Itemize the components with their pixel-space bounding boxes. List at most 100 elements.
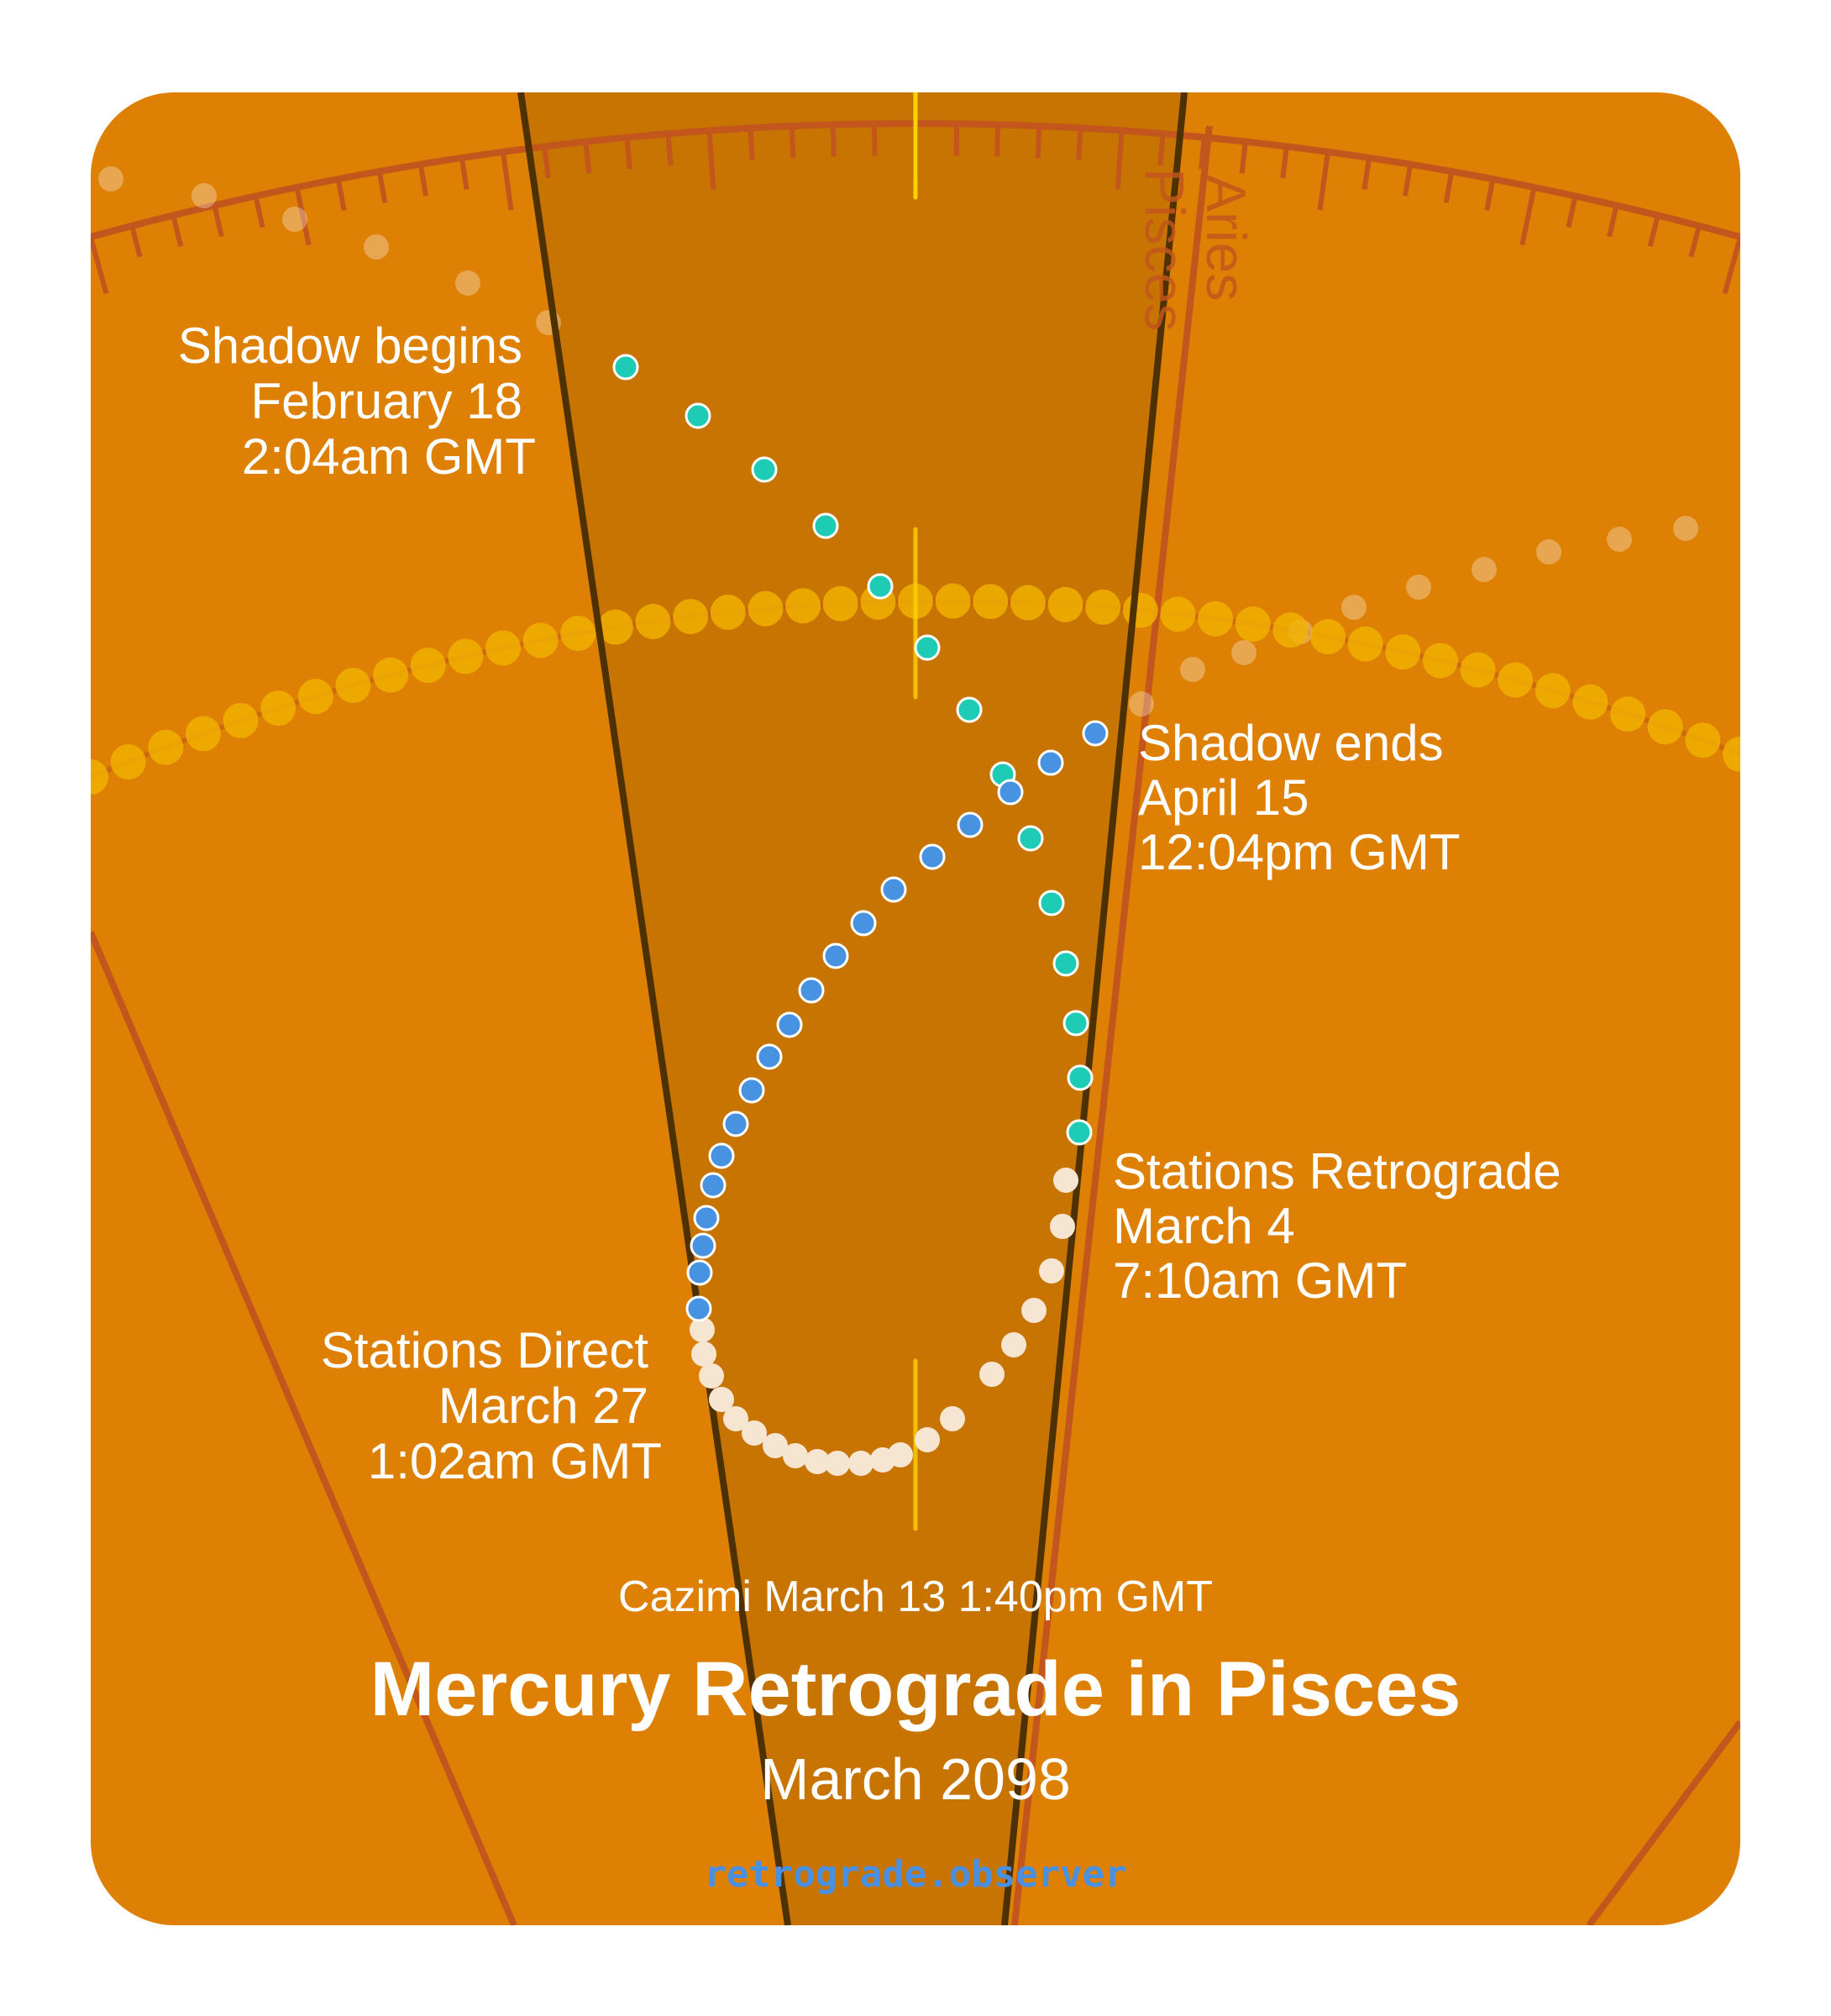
retrograde-dot — [691, 1341, 716, 1367]
scale-tick — [830, 124, 837, 157]
sun-dot — [1122, 592, 1158, 628]
event-date: April 15 — [1138, 769, 1309, 826]
sun-dot — [1198, 601, 1234, 637]
sun-dot — [1498, 662, 1534, 698]
event-time: 12:04pm GMT — [1138, 824, 1460, 880]
faint-dot — [1536, 539, 1561, 564]
sun-dot — [1047, 586, 1083, 622]
sun-dot — [1647, 709, 1683, 745]
sun-dot — [673, 598, 709, 634]
pre-shadow-dot — [812, 512, 839, 539]
event-time: 2:04am GMT — [242, 428, 536, 485]
scale-tick — [1403, 164, 1414, 197]
scale-tick — [871, 123, 878, 156]
faint-dot — [1231, 640, 1257, 665]
sun-dot — [1160, 596, 1196, 633]
scale-tick — [706, 130, 716, 190]
page-subtitle: March 2098 — [760, 1746, 1071, 1812]
sign-boundary-line — [1586, 1719, 1740, 1925]
post-shadow-dot — [850, 910, 877, 937]
retrograde-dot — [1050, 1214, 1075, 1239]
sun-dot — [185, 716, 221, 752]
scale-tick — [542, 145, 551, 179]
pre-shadow-dot — [751, 456, 778, 483]
post-shadow-dot — [722, 1110, 749, 1137]
sun-dot — [1460, 652, 1496, 688]
sign-boundary-line — [1011, 125, 1213, 1925]
sun-dot — [1685, 722, 1721, 759]
event-date: February 18 — [251, 373, 523, 429]
scale-tick — [501, 151, 514, 211]
sun-dot — [223, 702, 259, 738]
event-date: March 4 — [1113, 1198, 1295, 1254]
pre-shadow-dot — [685, 402, 711, 429]
sun-dot — [597, 609, 633, 645]
faint-dot — [282, 207, 307, 232]
shadow-edge-line — [1001, 92, 1188, 1925]
sun-dot — [410, 648, 446, 684]
faint-dot — [1180, 657, 1205, 682]
scale-tick — [1566, 195, 1578, 228]
label-stations-retrograde: Stations Retrograde March 4 7:10am GMT — [1113, 1143, 1561, 1309]
retrograde-dot — [699, 1363, 724, 1389]
sun-dot — [260, 690, 296, 727]
post-shadow-dot — [708, 1142, 735, 1169]
scale-tick — [748, 128, 755, 160]
retrograde-dot — [1021, 1298, 1047, 1323]
faint-dot — [1472, 557, 1497, 582]
scale-tick — [1519, 186, 1537, 246]
scale-tick — [1076, 128, 1083, 160]
website-link[interactable]: retrograde.observer — [704, 1853, 1126, 1896]
event-time: 7:10am GMT — [1113, 1252, 1407, 1309]
event-name: Shadow ends — [1138, 715, 1444, 771]
scale-tick — [212, 204, 224, 238]
pre-shadow-dot — [914, 634, 941, 661]
scale-tick — [994, 124, 1001, 157]
sun-dot — [822, 585, 858, 622]
sign-label-aries: Aries — [1195, 175, 1257, 301]
cazimi-label: Cazimi March 13 1:40pm GMT — [618, 1572, 1213, 1621]
sun-dot — [1347, 626, 1383, 662]
sun-dot — [335, 667, 371, 703]
scale-tick — [459, 157, 470, 190]
pre-shadow-dot — [612, 354, 639, 381]
retrograde-dot — [979, 1362, 1005, 1387]
scale-tick — [1688, 225, 1702, 258]
event-name: Shadow begins — [178, 318, 522, 374]
scale-tick — [1199, 137, 1207, 170]
sun-dot — [522, 622, 559, 659]
scale-tick — [171, 214, 184, 247]
post-shadow-dot — [880, 876, 907, 903]
sun-dot — [1235, 606, 1271, 642]
pre-shadow-dot — [956, 696, 983, 723]
scale-tick — [335, 178, 347, 212]
scale-tick — [253, 195, 265, 228]
shadow-band — [521, 92, 1184, 1925]
faint-dot — [1607, 527, 1632, 552]
post-shadow-dot — [919, 843, 946, 870]
faint-dot — [455, 270, 480, 296]
sun-dot — [1385, 634, 1421, 670]
pre-shadow-dot — [867, 573, 894, 600]
sun-dot — [1610, 696, 1646, 732]
retrograde-dot — [1053, 1168, 1078, 1193]
sun-dot — [1572, 684, 1608, 720]
scale-tick — [789, 125, 796, 159]
post-shadow-dot — [1082, 720, 1109, 747]
sign-label-pisces: Pisces — [1134, 168, 1196, 331]
event-name: Stations Direct — [321, 1322, 648, 1378]
faint-dot — [1341, 595, 1367, 620]
retrograde-dot — [940, 1406, 965, 1431]
post-shadow-dot — [822, 942, 849, 969]
scale-tick — [129, 225, 143, 258]
sun-dot — [1535, 673, 1571, 709]
retrograde-dot — [709, 1387, 734, 1412]
retrograde-dot — [825, 1451, 850, 1476]
scale-tick — [1607, 204, 1619, 238]
sun-dot — [635, 603, 671, 639]
sun-dot — [748, 591, 784, 627]
pre-shadow-dot — [1038, 890, 1065, 916]
post-shadow-dot — [686, 1259, 713, 1286]
post-shadow-dot — [693, 1205, 720, 1231]
post-shadow-dot — [738, 1077, 765, 1104]
